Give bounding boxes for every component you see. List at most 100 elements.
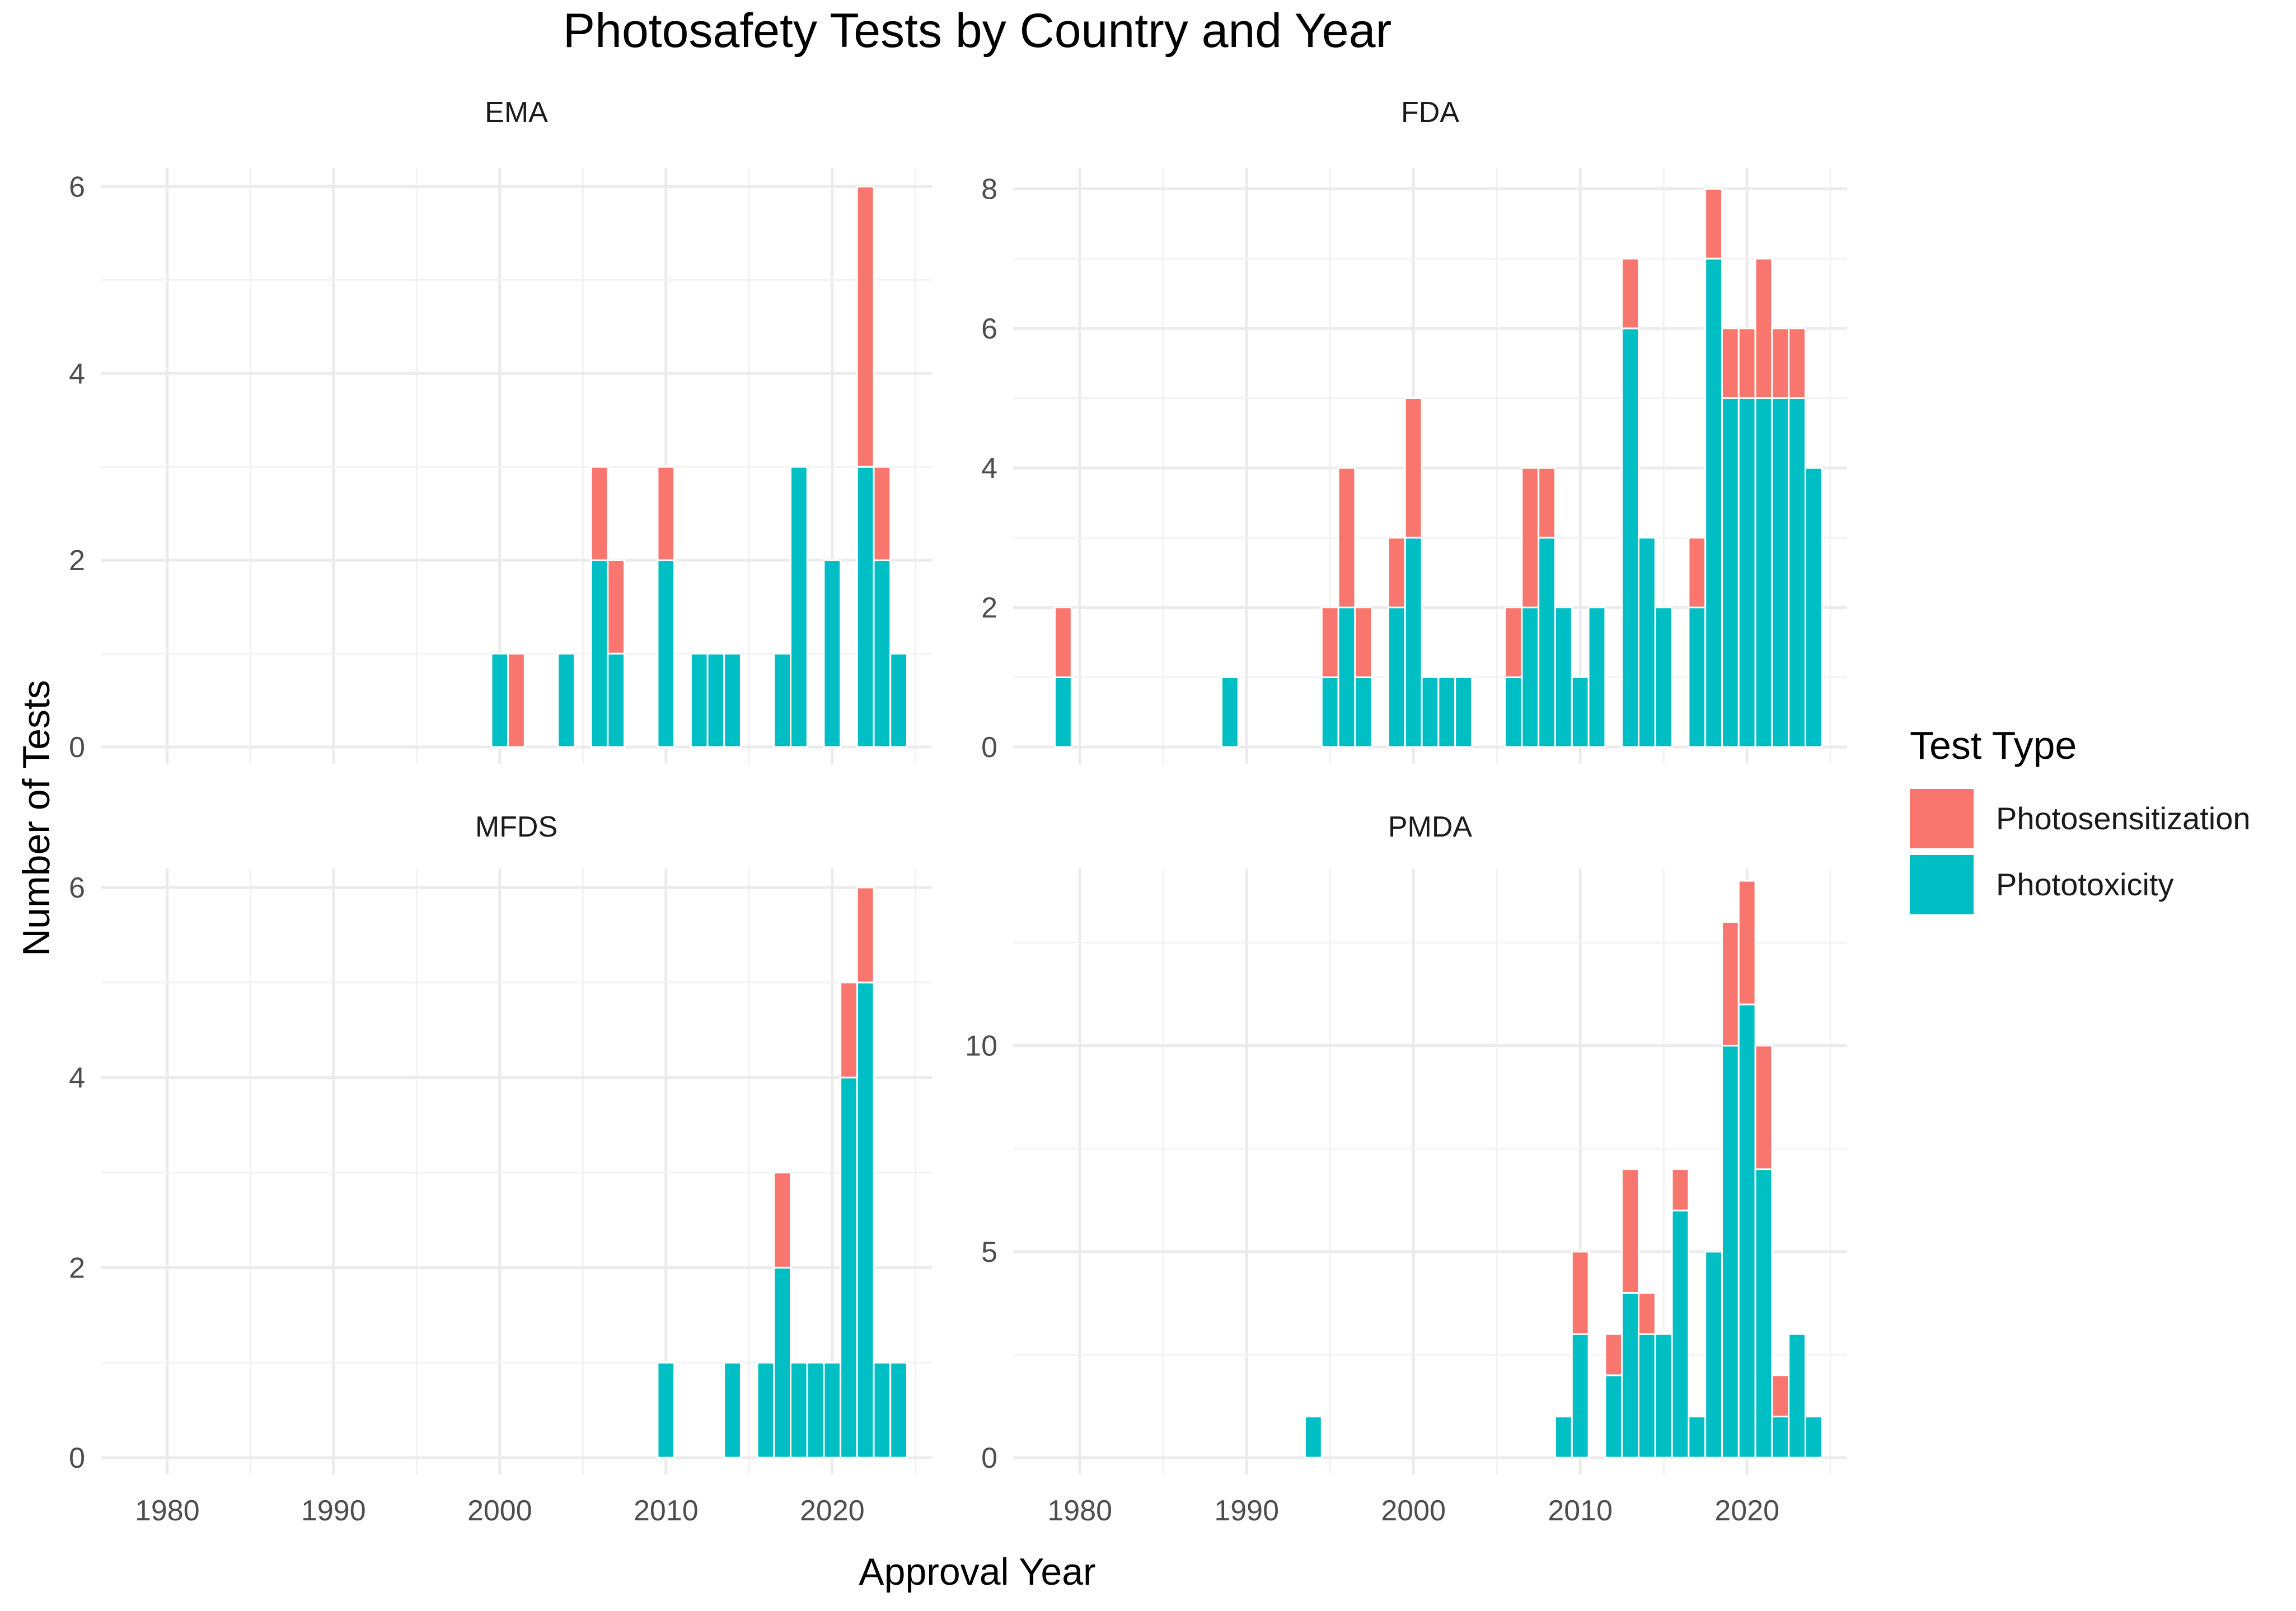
bar-phototoxicity bbox=[490, 652, 509, 748]
bar-phototoxicity bbox=[1788, 1333, 1806, 1459]
bar-photosensitization bbox=[773, 1171, 792, 1269]
bar-photosensitization bbox=[607, 559, 626, 655]
bar-photosensitization bbox=[856, 886, 875, 984]
bar-photosensitization bbox=[1704, 187, 1723, 260]
x-tick-label: 1990 bbox=[1214, 1495, 1279, 1527]
bar-phototoxicity bbox=[873, 1361, 892, 1459]
bar-phototoxicity bbox=[1654, 1333, 1673, 1459]
bar-phototoxicity bbox=[1638, 1333, 1656, 1459]
legend-title: Test Type bbox=[1910, 724, 2077, 767]
bar-photosensitization bbox=[1671, 1168, 1690, 1211]
bar-photosensitization bbox=[590, 466, 609, 561]
bar-phototoxicity bbox=[1404, 537, 1423, 748]
y-axis-label: Number of Tests bbox=[15, 680, 58, 956]
panel-fda: FDA 0 2 4 6 8 bbox=[981, 96, 1847, 764]
bar-photosensitization bbox=[1388, 537, 1406, 609]
y-tick-label: 2 bbox=[69, 544, 85, 577]
bar-phototoxicity bbox=[1437, 676, 1456, 748]
bar-phototoxicity bbox=[1771, 397, 1790, 748]
bar-phototoxicity bbox=[1571, 1333, 1590, 1459]
x-tick-label: 2020 bbox=[1714, 1495, 1779, 1527]
bar-phototoxicity bbox=[1704, 1251, 1723, 1459]
bar-photosensitization bbox=[507, 652, 526, 748]
bar-phototoxicity bbox=[1421, 676, 1440, 748]
bar-phototoxicity bbox=[1654, 607, 1673, 748]
panel-strip-label: FDA bbox=[1401, 96, 1459, 129]
bar-photosensitization bbox=[1337, 467, 1356, 609]
bar-photosensitization bbox=[1788, 327, 1806, 400]
bar-photosensitization bbox=[1638, 1291, 1656, 1335]
bar-photosensitization bbox=[1754, 257, 1773, 400]
y-tick-label: 2 bbox=[981, 592, 997, 624]
y-tick-label: 4 bbox=[69, 1062, 85, 1095]
bar-phototoxicity bbox=[723, 1361, 742, 1459]
bar-phototoxicity bbox=[823, 1361, 842, 1459]
y-tick-label: 6 bbox=[69, 872, 85, 904]
legend: Test Type Photosensitization Phototoxicit… bbox=[1910, 724, 2251, 914]
bar-photosensitization bbox=[1354, 607, 1373, 678]
bar-phototoxicity bbox=[1354, 676, 1373, 748]
bar-phototoxicity bbox=[1638, 537, 1656, 748]
bar-phototoxicity bbox=[657, 559, 676, 748]
bar-phototoxicity bbox=[1754, 397, 1773, 748]
bar-photosensitization bbox=[840, 981, 858, 1079]
y-tick-label: 4 bbox=[69, 358, 85, 390]
x-tick-label: 1980 bbox=[135, 1495, 200, 1527]
bar-photosensitization bbox=[1604, 1333, 1623, 1377]
bar-phototoxicity bbox=[706, 652, 725, 748]
bar-phototoxicity bbox=[823, 559, 842, 748]
bar-photosensitization bbox=[1571, 1251, 1590, 1335]
bar-photosensitization bbox=[1771, 327, 1790, 400]
bar-phototoxicity bbox=[690, 652, 709, 748]
x-tick-label: 2000 bbox=[1381, 1495, 1446, 1527]
bar-phototoxicity bbox=[1805, 467, 1823, 748]
bar-photosensitization bbox=[873, 466, 892, 561]
bar-phototoxicity bbox=[1571, 676, 1590, 748]
y-tick-label: 0 bbox=[69, 731, 85, 764]
bar-phototoxicity bbox=[657, 1361, 676, 1459]
bar-phototoxicity bbox=[756, 1361, 775, 1459]
bar-phototoxicity bbox=[840, 1077, 858, 1459]
bar-photosensitization bbox=[1521, 467, 1540, 609]
bar-phototoxicity bbox=[1621, 327, 1639, 748]
bar-photosensitization bbox=[657, 466, 676, 561]
bar-phototoxicity bbox=[1538, 537, 1556, 748]
panel-ema: EMA 0 2 4 6 bbox=[69, 96, 932, 764]
bar-photosensitization bbox=[1621, 1168, 1639, 1294]
bar-photosensitization bbox=[1504, 607, 1523, 678]
panel-strip-label: MFDS bbox=[475, 811, 557, 843]
bar-phototoxicity bbox=[1671, 1209, 1690, 1459]
x-tick-label: 2010 bbox=[634, 1495, 699, 1527]
bar-phototoxicity bbox=[790, 466, 808, 748]
legend-key-photosensitization bbox=[1910, 789, 1974, 848]
bar-photosensitization bbox=[1688, 537, 1707, 609]
bar-phototoxicity bbox=[557, 652, 575, 748]
bar-phototoxicity bbox=[1504, 676, 1523, 748]
bar-photosensitization bbox=[1721, 921, 1740, 1047]
y-tick-label: 5 bbox=[981, 1236, 997, 1269]
bar-phototoxicity bbox=[773, 652, 792, 748]
x-axis-label: Approval Year bbox=[859, 1551, 1095, 1593]
bar-phototoxicity bbox=[1688, 607, 1707, 748]
bar-phototoxicity bbox=[1521, 607, 1540, 748]
legend-label: Photosensitization bbox=[1996, 801, 2251, 836]
bar-phototoxicity bbox=[1554, 607, 1573, 748]
bar-phototoxicity bbox=[1771, 1415, 1790, 1459]
bar-phototoxicity bbox=[1304, 1415, 1323, 1459]
bar-phototoxicity bbox=[1704, 257, 1723, 748]
y-tick-label: 10 bbox=[965, 1030, 997, 1063]
bar-phototoxicity bbox=[1320, 676, 1339, 748]
bar-photosensitization bbox=[1754, 1045, 1773, 1171]
bar-phototoxicity bbox=[856, 466, 875, 748]
bar-phototoxicity bbox=[790, 1361, 808, 1459]
x-tick-label: 2000 bbox=[467, 1495, 532, 1527]
y-tick-label: 6 bbox=[981, 313, 997, 345]
bar-photosensitization bbox=[856, 185, 875, 468]
bar-phototoxicity bbox=[590, 559, 609, 748]
bar-phototoxicity bbox=[1054, 676, 1072, 748]
y-tick-label: 4 bbox=[981, 452, 997, 485]
bar-phototoxicity bbox=[723, 652, 742, 748]
bar-phototoxicity bbox=[1621, 1291, 1639, 1459]
bar-phototoxicity bbox=[1721, 1045, 1740, 1459]
